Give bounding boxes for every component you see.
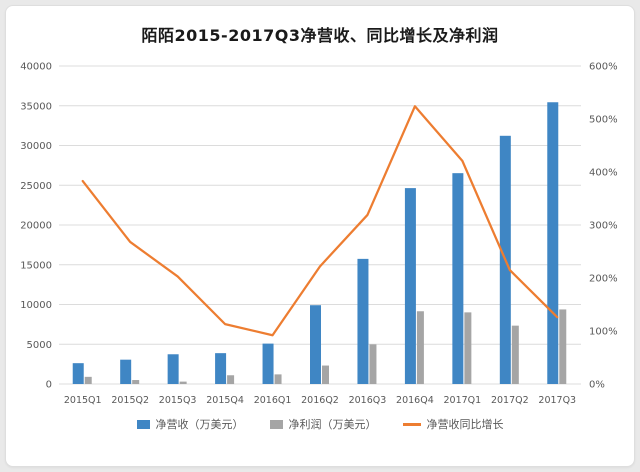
growth-line (81, 105, 559, 337)
left-axis-tick-label: 35000 (20, 101, 52, 112)
net-profit-bar (227, 375, 235, 384)
net-profit-bar (416, 311, 424, 384)
net-profit-bar (132, 380, 140, 384)
net-revenue-bar (452, 173, 464, 384)
x-axis-label: 2015Q2 (111, 395, 149, 406)
net-revenue-bar (310, 305, 321, 384)
legend-label-growth: 净营收同比增长 (426, 418, 504, 431)
right-axis-tick-label: 100% (589, 327, 618, 338)
right-axis-tick-label: 500% (589, 115, 618, 126)
net-profit-bar (464, 312, 472, 384)
net-revenue-bar (72, 363, 84, 384)
right-axis-tick-label: 600% (589, 62, 618, 73)
left-axis-tick-label: 30000 (20, 141, 52, 152)
chart-card: 陌陌2015-2017Q3净营收、同比增长及净利润 0 5000 10000 1500… (5, 5, 635, 467)
right-axis-tick-label: 0% (589, 380, 605, 391)
legend-label-net-revenue: 净营收（万美元） (155, 418, 244, 431)
net-revenue-bar (357, 258, 369, 384)
x-axis-label: 2016Q2 (301, 395, 339, 406)
net-revenue-swatch-icon (136, 419, 150, 429)
chart-legend: 净营收（万美元） 净利润（万美元） 净营收同比增长 (6, 416, 634, 432)
chart-canvas: 0 5000 10000 15000 20000 25000 30000 35000 40000… (20, 62, 618, 407)
x-axis-label: 2017Q2 (491, 395, 529, 406)
legend-item-net-revenue: 净营收（万美元） (136, 416, 244, 432)
chart-title: 陌陌2015-2017Q3净营收、同比增长及净利润 (141, 26, 499, 45)
net-revenue-bar (547, 102, 559, 384)
net-revenue-bar (215, 353, 227, 384)
net-profit-bar (511, 325, 519, 384)
chart-area: 0 5000 10000 15000 20000 25000 30000 35000 40000… (6, 50, 634, 416)
net-revenue-bar (120, 359, 132, 384)
x-axis-label: 2016Q4 (396, 395, 434, 406)
net-profit-bar (322, 365, 329, 384)
net-profit-swatch-icon (269, 419, 283, 429)
x-axis-label: 2017Q1 (444, 395, 482, 406)
x-axis-label: 2017Q3 (538, 395, 576, 406)
net-revenue-bar (404, 188, 416, 384)
net-profit-bar (84, 376, 92, 384)
growth-line-swatch-icon (402, 422, 421, 426)
net-revenue-bar (167, 354, 179, 384)
left-axis-tick-label: 10000 (20, 300, 52, 311)
net-profit-bar (179, 381, 187, 384)
right-axis-tick-label: 400% (589, 168, 618, 179)
left-axis-tick-label: 5000 (27, 340, 52, 351)
right-axis-tick-label: 300% (589, 221, 618, 232)
net-profit-bar (559, 309, 567, 384)
x-axis-label: 2015Q4 (206, 395, 244, 406)
left-axis-tick-label: 15000 (20, 260, 52, 271)
x-axis-label: 2016Q1 (254, 395, 292, 406)
legend-item-growth: 净营收同比增长 (402, 416, 504, 432)
left-axis-tick-label: 25000 (20, 181, 52, 192)
legend-label-net-profit: 净利润（万美元） (288, 418, 377, 431)
left-axis-tick-label: 20000 (20, 221, 52, 232)
net-profit-bar (274, 374, 282, 384)
x-axis-label: 2015Q1 (64, 395, 102, 406)
legend-item-net-profit: 净利润（万美元） (269, 416, 377, 432)
net-profit-bar (369, 344, 377, 384)
right-axis-tick-label: 200% (589, 274, 618, 285)
net-revenue-bar (262, 343, 274, 384)
x-axis-label: 2016Q3 (349, 395, 387, 406)
left-axis-tick-label: 0 (46, 380, 52, 391)
left-axis-tick-label: 40000 (20, 62, 52, 73)
x-axis-label: 2015Q3 (159, 395, 197, 406)
